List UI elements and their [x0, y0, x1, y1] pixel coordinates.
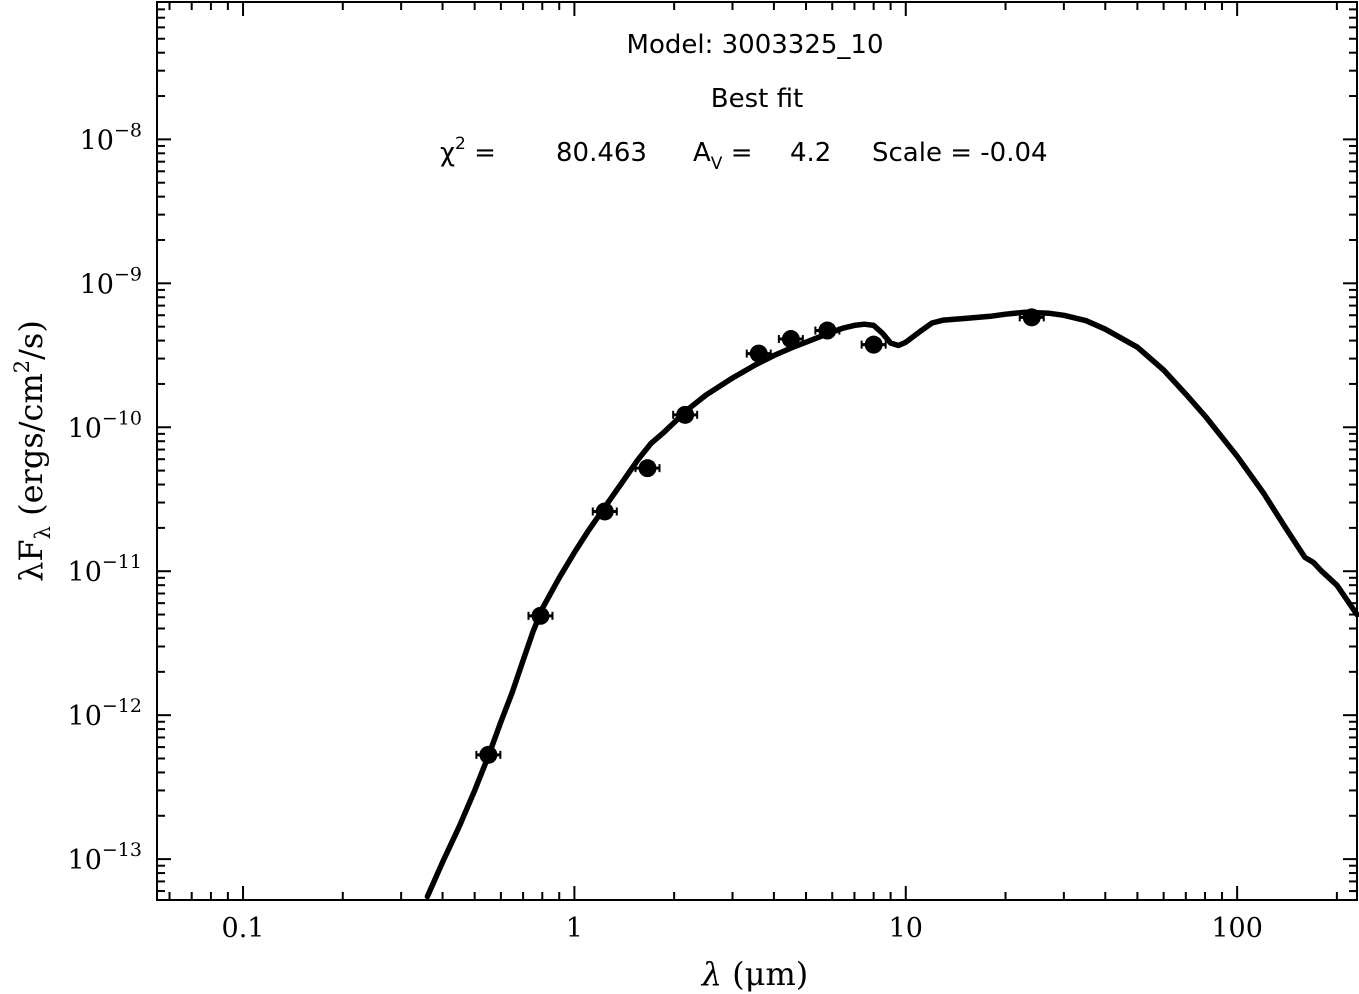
- y-tick-label: 10−13: [68, 839, 142, 876]
- av-label: AV =: [693, 138, 753, 174]
- chi2-value: 80.463: [556, 138, 647, 168]
- y-tick-label: 10−11: [68, 551, 142, 588]
- axis-ticks: [157, 1, 1357, 900]
- y-tick-label: 10−10: [68, 407, 142, 444]
- data-point: [781, 330, 800, 349]
- plot-frame: [156, 1, 1358, 901]
- data-point: [638, 459, 657, 478]
- x-axis-label: λ (μm): [700, 955, 809, 993]
- fit-subtitle: Best fit: [711, 84, 803, 114]
- x-tick-label: 10: [889, 913, 923, 944]
- x-tick-label: 1: [566, 913, 583, 944]
- y-tick-label: 10−8: [80, 119, 142, 156]
- data-point: [479, 745, 498, 764]
- data-point: [864, 335, 883, 354]
- data-point: [676, 405, 695, 424]
- x-tick-label: 100: [1211, 913, 1263, 944]
- data-point: [531, 606, 550, 625]
- data-point: [1022, 308, 1041, 327]
- y-tick-label: 10−12: [68, 695, 142, 732]
- tick-labels: 0.1 1 10 100 10−13 10−12 10−11 10−10 10−9 10−8: [68, 119, 1263, 944]
- data-point: [749, 344, 768, 363]
- av-value: 4.2: [790, 138, 831, 168]
- data-point: [818, 321, 837, 340]
- chi2-label: χ2 =: [440, 134, 496, 168]
- data-point: [595, 502, 614, 521]
- scale-text: Scale = -0.04: [872, 138, 1048, 168]
- y-axis-label: λFλ (ergs/cm2/s): [10, 320, 55, 582]
- model-title: Model: 3003325_10: [627, 30, 884, 60]
- model-sed-line: [424, 309, 1359, 900]
- plot-marks: [424, 308, 1359, 900]
- y-tick-label: 10−9: [80, 263, 142, 300]
- x-tick-label: 0.1: [222, 913, 265, 944]
- annotations: Model: 3003325_10 Best fit χ2 = 80.463 A…: [440, 30, 1048, 174]
